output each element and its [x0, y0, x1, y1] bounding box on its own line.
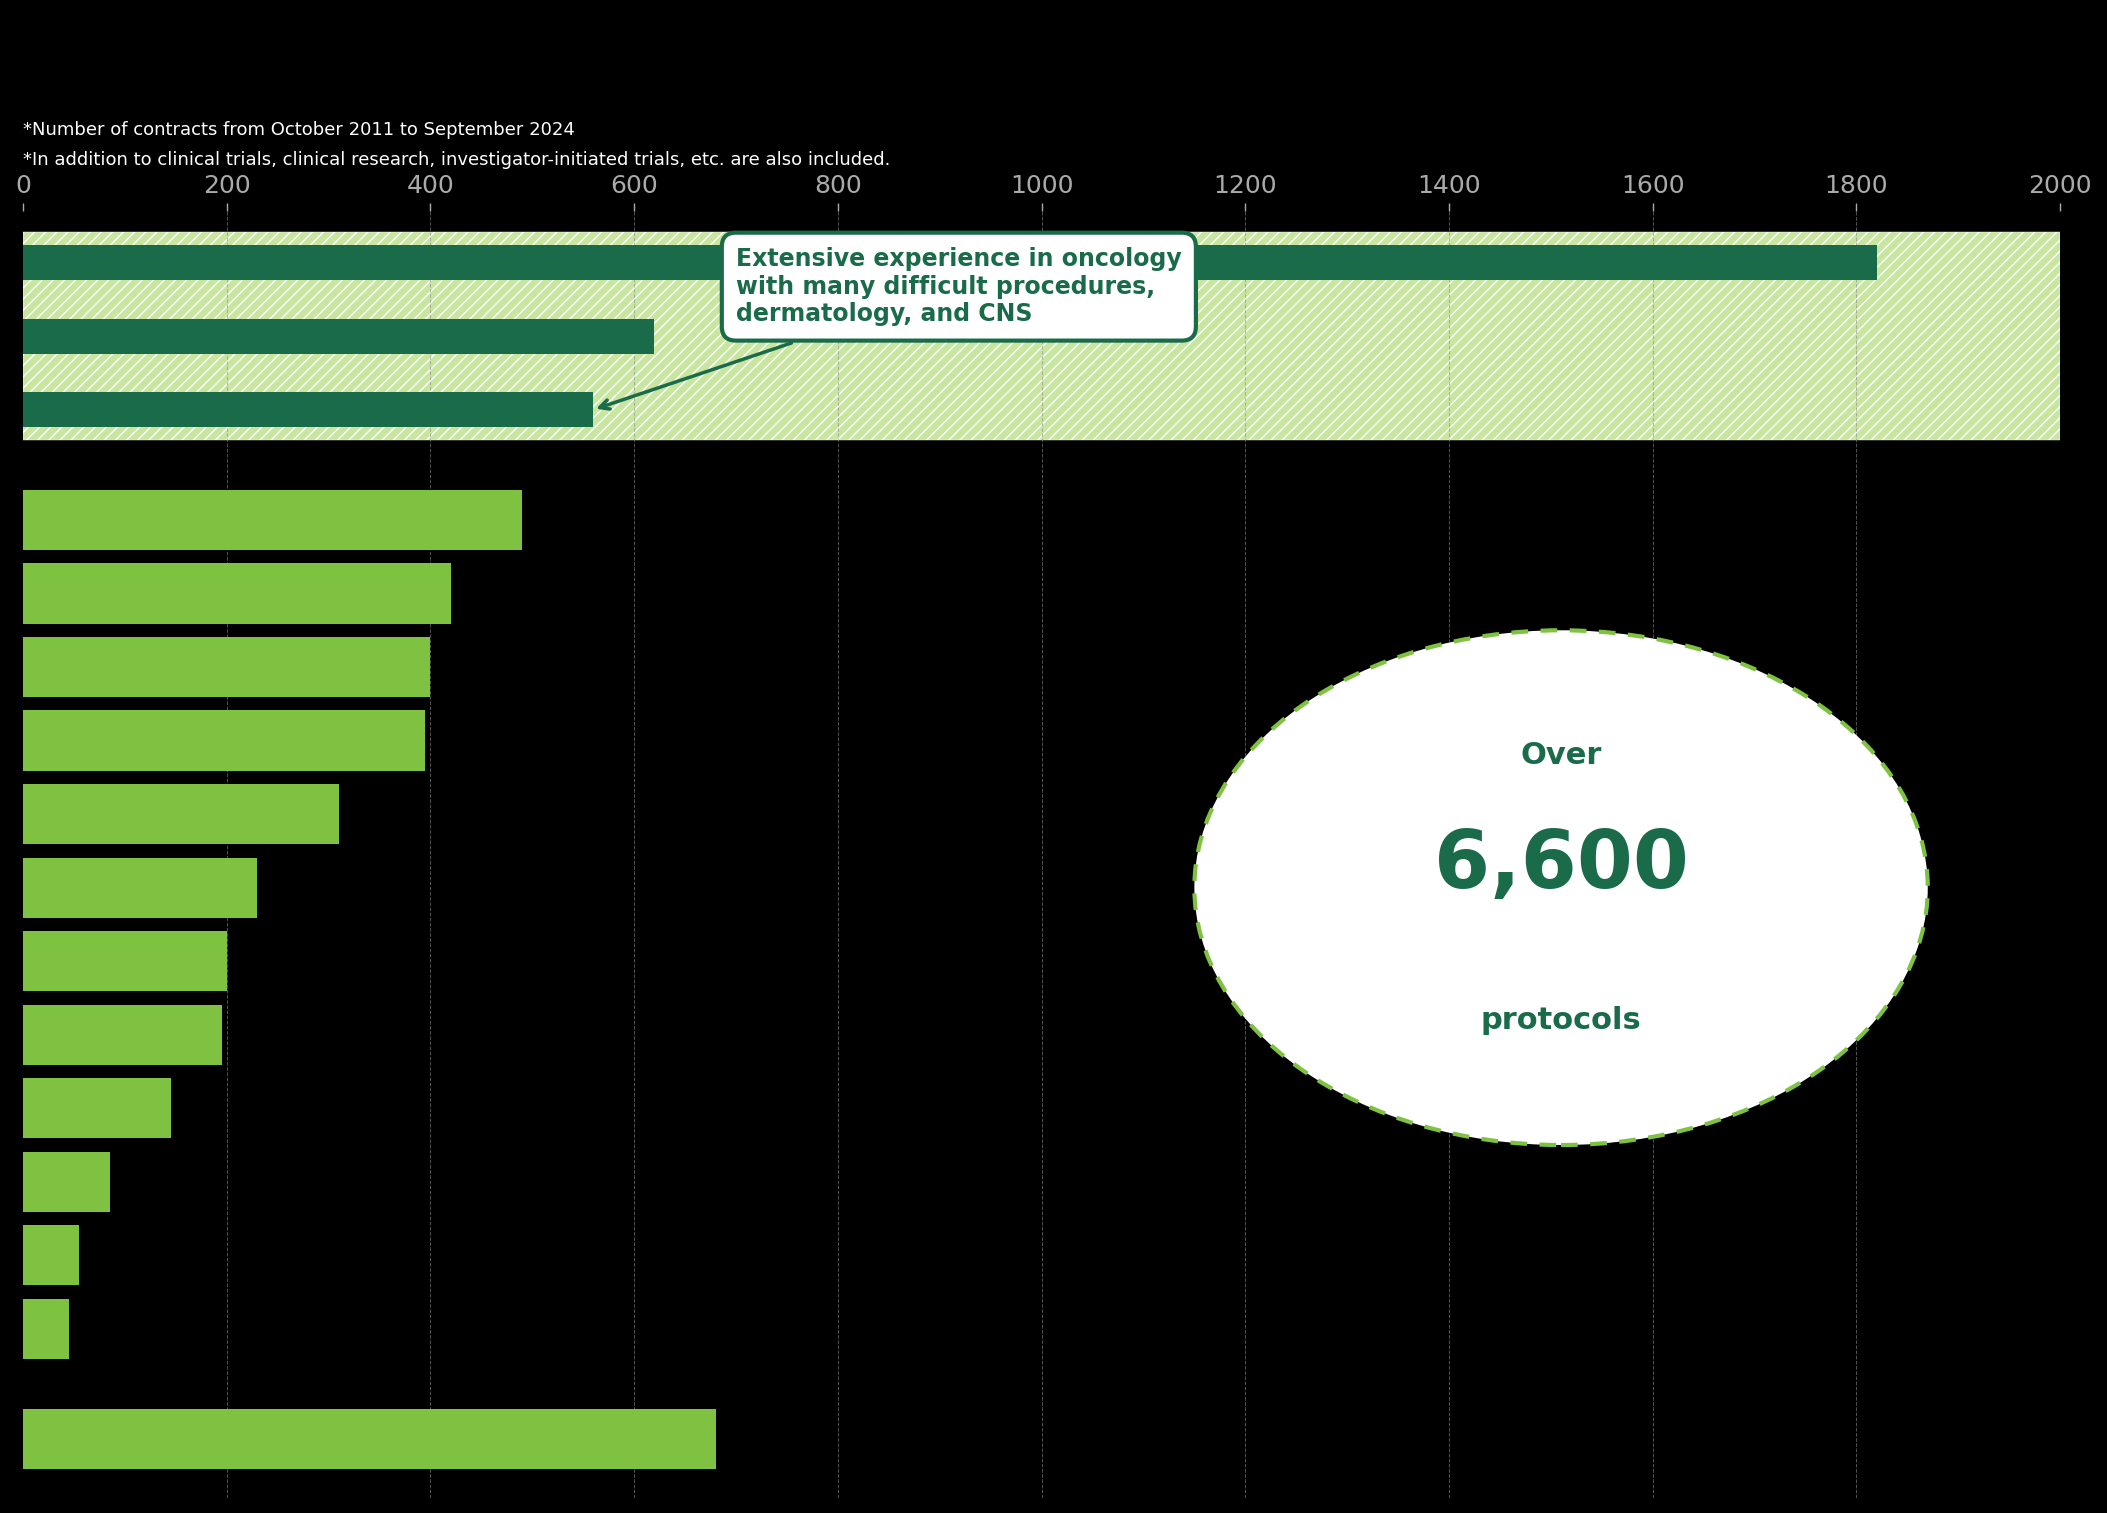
Text: Over: Over	[1521, 741, 1601, 770]
Bar	[23, 930, 228, 991]
Bar	[23, 784, 339, 844]
Bar	[23, 1151, 110, 1212]
Bar	[23, 711, 426, 770]
Bar	[23, 245, 1877, 280]
Ellipse shape	[1195, 631, 1928, 1145]
Text: *Number of contracts from October 2011 to September 2024: *Number of contracts from October 2011 t…	[23, 121, 575, 139]
Bar	[23, 1409, 716, 1469]
Bar	[23, 233, 2061, 440]
Bar	[23, 563, 451, 623]
Bar	[23, 858, 257, 918]
Bar	[23, 490, 523, 551]
Bar	[23, 1226, 78, 1286]
Bar	[23, 1005, 221, 1065]
Text: *In addition to clinical trials, clinical research, investigator-initiated trial: *In addition to clinical trials, clinica…	[23, 151, 891, 169]
Bar	[23, 319, 655, 354]
Text: protocols: protocols	[1481, 1006, 1641, 1035]
Bar	[23, 637, 430, 697]
Bar	[23, 392, 594, 427]
Bar	[23, 1079, 171, 1138]
Bar	[23, 1298, 70, 1359]
Text: 6,600: 6,600	[1433, 826, 1688, 905]
Text: Extensive experience in oncology
with many difficult procedures,
dermatology, an: Extensive experience in oncology with ma…	[600, 247, 1182, 409]
